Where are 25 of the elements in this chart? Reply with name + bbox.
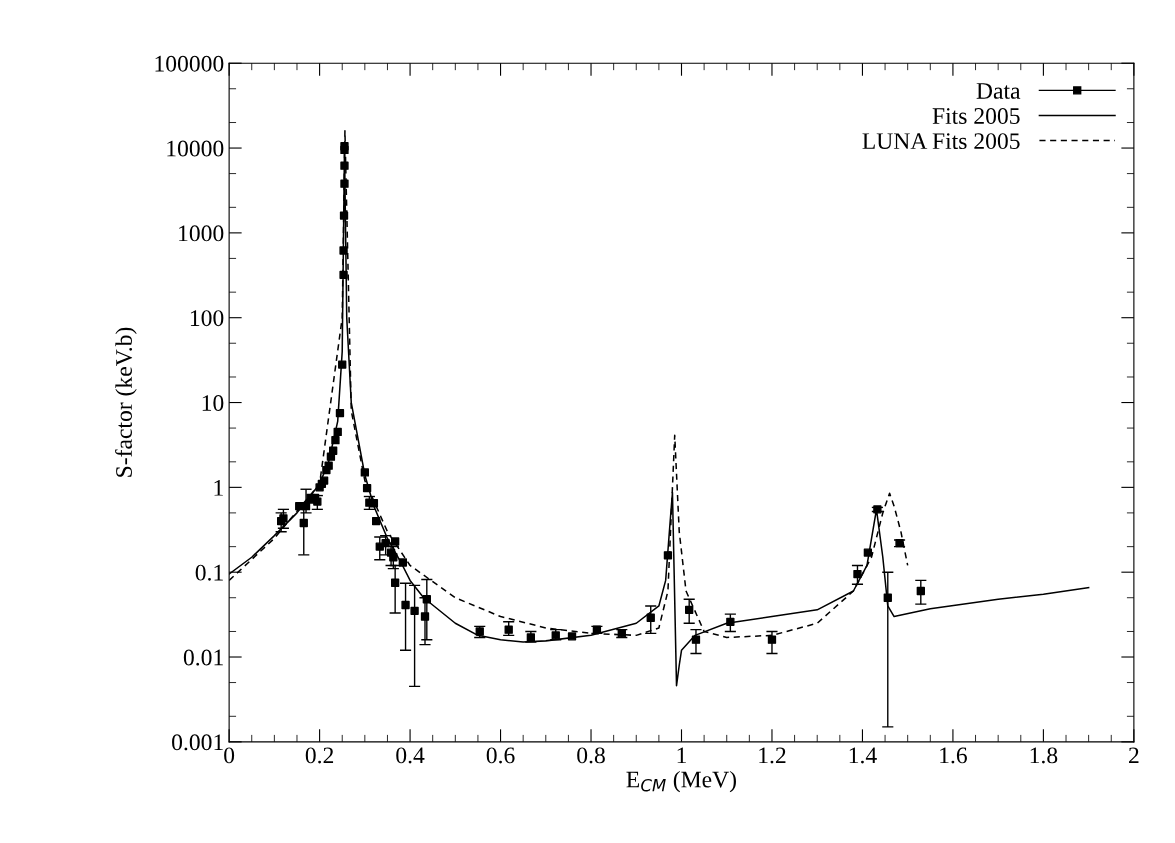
x-tick-label: 1	[677, 747, 686, 764]
y-tick-label: 1	[214, 479, 223, 496]
legend-label: Fits 2005	[932, 108, 1020, 124]
y-axis-title: S-factor (keV.b)	[115, 327, 137, 477]
x-tick-label: 1.8	[1030, 747, 1058, 764]
legend-label: Data	[976, 83, 1021, 99]
x-tick-label: 1.6	[940, 747, 967, 764]
y-tick-label: 100	[190, 310, 224, 327]
y-tick-label: 0.01	[183, 649, 223, 666]
legend-label: LUNA Fits 2005	[862, 133, 1020, 150]
y-tick-label: 100000	[155, 55, 224, 72]
x-tick-label: 0.2	[305, 747, 334, 764]
x-tick-label: 0.4	[396, 747, 425, 764]
x-tick-label: 0	[224, 747, 235, 764]
y-tick-label: 10	[202, 395, 224, 411]
x-tick-label: 2	[1129, 747, 1139, 764]
y-tick-label: 1000	[179, 225, 224, 242]
x-axis-title: E$_{CM}$ (MeV)	[626, 770, 736, 793]
y-tick-label: 0.1	[195, 564, 223, 581]
x-tick-label: 1.2	[759, 747, 786, 764]
x-tick-label: 0.6	[486, 747, 515, 764]
x-tick-label: 0.8	[577, 747, 605, 764]
x-tick-label: 1.4	[849, 747, 877, 764]
y-tick-label: 10000	[167, 140, 224, 157]
y-tick-label: 0.001	[172, 734, 223, 751]
